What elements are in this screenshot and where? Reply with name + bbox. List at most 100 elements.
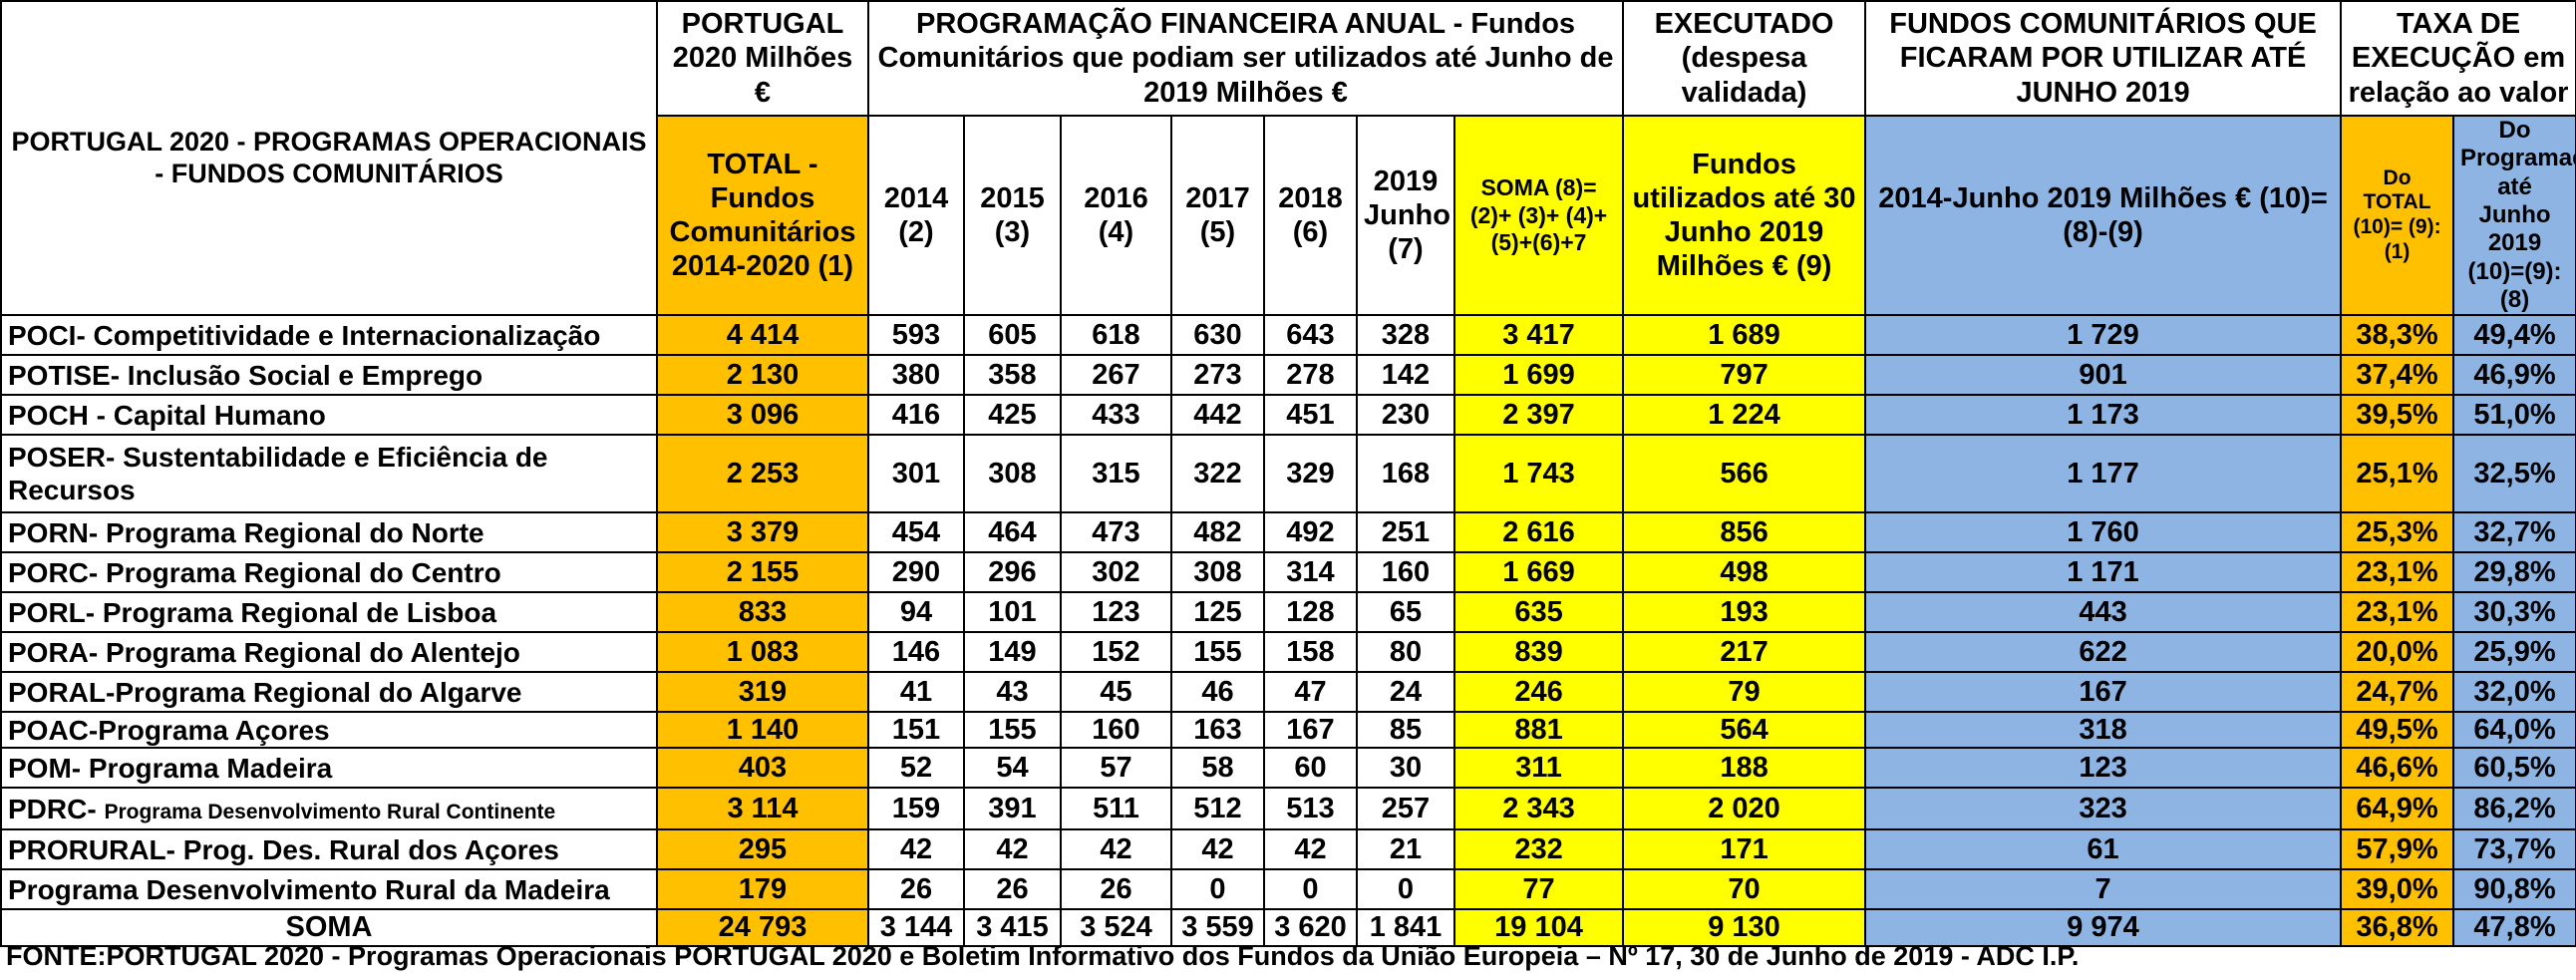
cell-2016: 152 <box>1060 631 1172 674</box>
cell-soma: 3 417 <box>1452 314 1625 357</box>
cell-2015: 3 415 <box>963 908 1062 947</box>
cell-total: 2 253 <box>656 434 869 514</box>
cell-executed: 70 <box>1622 868 1867 911</box>
program-name: PORC- Programa Regional do Centro <box>0 551 658 594</box>
cell-total: 3 379 <box>656 511 869 554</box>
cell-2015: 605 <box>963 314 1062 357</box>
cell-2018: 278 <box>1263 354 1358 397</box>
cell-2015: 149 <box>963 631 1062 674</box>
table-row: POAC-Programa Açores 1 140 151 155 160 163 167… <box>0 711 2576 750</box>
cell-rate-programmed: 47,8% <box>2452 908 2576 947</box>
cell-2014: 159 <box>867 787 965 831</box>
table-row: PORA- Programa Regional do Alentejo 1 083… <box>0 631 2576 674</box>
cell-2015: 101 <box>963 591 1062 634</box>
cell-total: 4 414 <box>656 314 869 357</box>
cell-executed: 1 224 <box>1622 394 1867 437</box>
cell-2019: 24 <box>1356 671 1455 714</box>
program-name: PORL- Programa Regional de Lisboa <box>0 591 658 634</box>
cell-unused: 1 760 <box>1864 511 2343 554</box>
cell-2016: 433 <box>1060 394 1172 437</box>
cell-2019: 21 <box>1356 828 1455 871</box>
cell-total: 3 096 <box>656 394 869 437</box>
cell-rate-programmed: 73,7% <box>2452 828 2576 871</box>
cell-unused: 1 173 <box>1864 394 2343 437</box>
table-row: PDRC- Programa Desenvolvimento Rural Con… <box>0 787 2576 831</box>
header-row-sub: TOTAL - Fundos Comunitários 2014-2020 (1… <box>1 114 2576 317</box>
table-row: PORC- Programa Regional do Centro 2 155 29… <box>0 551 2576 594</box>
table-row: POSER- Sustentabilidade e Eficiência de … <box>0 434 2576 514</box>
cell-2018: 492 <box>1263 511 1358 554</box>
cell-2019: 160 <box>1356 551 1455 594</box>
cell-2017: 46 <box>1170 671 1265 714</box>
cell-2018: 167 <box>1263 711 1358 750</box>
year-2016-header: 2016 (4) <box>1060 114 1172 317</box>
cell-2016: 302 <box>1060 551 1172 594</box>
cell-unused: 901 <box>1864 354 2343 397</box>
cell-2019: 328 <box>1356 314 1455 357</box>
cell-2018: 451 <box>1263 394 1358 437</box>
cell-rate-total: 25,3% <box>2340 511 2455 554</box>
cell-rate-programmed: 25,9% <box>2452 631 2576 674</box>
unused-funds-header: FUNDOS COMUNITÁRIOS QUE FICARAM POR UTIL… <box>1864 0 2343 117</box>
table-row: POCH - Capital Humano 3 096 416 425 433 442 45… <box>0 394 2576 437</box>
program-name-text: POTISE- Inclusão Social e Emprego <box>8 359 483 391</box>
cell-2017: 125 <box>1170 591 1265 634</box>
cell-2016: 45 <box>1060 671 1172 714</box>
cell-2014: 94 <box>867 591 965 634</box>
cell-unused: 1 177 <box>1864 434 2343 514</box>
cell-rate-programmed: 29,8% <box>2452 551 2576 594</box>
cell-soma: 2 616 <box>1452 511 1625 554</box>
cell-rate-programmed: 30,3% <box>2452 591 2576 634</box>
cell-2016: 42 <box>1060 828 1172 871</box>
cell-total: 1 140 <box>656 711 869 750</box>
cell-executed: 79 <box>1622 671 1867 714</box>
cell-2019: 30 <box>1356 747 1455 790</box>
header-row-top: PORTUGAL 2020 - PROGRAMAS OPERACIONAIS -… <box>0 0 2576 317</box>
unused-subheader: 2014-Junho 2019 Milhões € (10)=(8)-(9) <box>1864 114 2343 317</box>
cell-rate-programmed: 86,2% <box>2452 787 2576 831</box>
cell-2017: 0 <box>1170 868 1265 911</box>
cell-soma: 311 <box>1452 747 1625 790</box>
cell-total: 24 793 <box>656 908 869 947</box>
cell-2015: 296 <box>963 551 1062 594</box>
program-name: PRORURAL- Prog. Des. Rural dos Açores <box>0 828 658 871</box>
cell-executed: 1 689 <box>1622 314 1867 357</box>
cell-executed: 797 <box>1622 354 1867 397</box>
cell-2016: 57 <box>1060 747 1172 790</box>
cell-2015: 26 <box>963 868 1062 911</box>
cell-2018: 314 <box>1263 551 1358 594</box>
cell-2019: 251 <box>1356 511 1455 554</box>
cell-2014: 380 <box>867 354 965 397</box>
program-name-text: Programa Desenvolvimento Rural da Madeir… <box>8 873 610 905</box>
table-row: POTISE- Inclusão Social e Emprego 2 130 38… <box>0 354 2576 397</box>
cell-total: 2 130 <box>656 354 869 397</box>
table-row: POM- Programa Madeira 403 52 54 57 58 60 30 311 1… <box>0 747 2576 790</box>
cell-executed: 498 <box>1622 551 1867 594</box>
table-row: PORL- Programa Regional de Lisboa 833 94 10… <box>0 591 2576 634</box>
program-name: Programa Desenvolvimento Rural da Madeir… <box>0 868 658 911</box>
program-name-text: PORN- Programa Regional do Norte <box>8 516 484 548</box>
cell-rate-total: 39,5% <box>2340 394 2455 437</box>
cell-soma: 635 <box>1452 591 1625 634</box>
source-footer: FONTE:PORTUGAL 2020 - Programas Operacio… <box>6 941 2080 971</box>
year-2019-header: 2019 Junho (7) <box>1356 114 1455 317</box>
cell-2016: 123 <box>1060 591 1172 634</box>
cell-soma: 77 <box>1452 868 1625 911</box>
cell-total: 3 114 <box>656 787 869 831</box>
program-name: PORAL-Programa Regional do Algarve <box>0 671 658 714</box>
cell-rate-programmed: 64,0% <box>2452 711 2576 750</box>
cell-rate-total: 38,3% <box>2340 314 2455 357</box>
cell-2015: 43 <box>963 671 1062 714</box>
cell-2014: 3 144 <box>867 908 965 947</box>
pt2020-header: PORTUGAL 2020 Milhões € <box>656 0 869 117</box>
cell-2016: 26 <box>1060 868 1172 911</box>
program-name-text: PRORURAL- Prog. Des. Rural dos Açores <box>8 833 559 865</box>
cell-2017: 42 <box>1170 828 1265 871</box>
totals-label: SOMA <box>0 908 658 947</box>
cell-unused: 61 <box>1864 828 2343 871</box>
table-row: POCI- Competitividade e Internacionaliza… <box>0 314 2576 357</box>
cell-2016: 315 <box>1060 434 1172 514</box>
cell-2015: 54 <box>963 747 1062 790</box>
cell-2017: 273 <box>1170 354 1265 397</box>
cell-total: 319 <box>656 671 869 714</box>
